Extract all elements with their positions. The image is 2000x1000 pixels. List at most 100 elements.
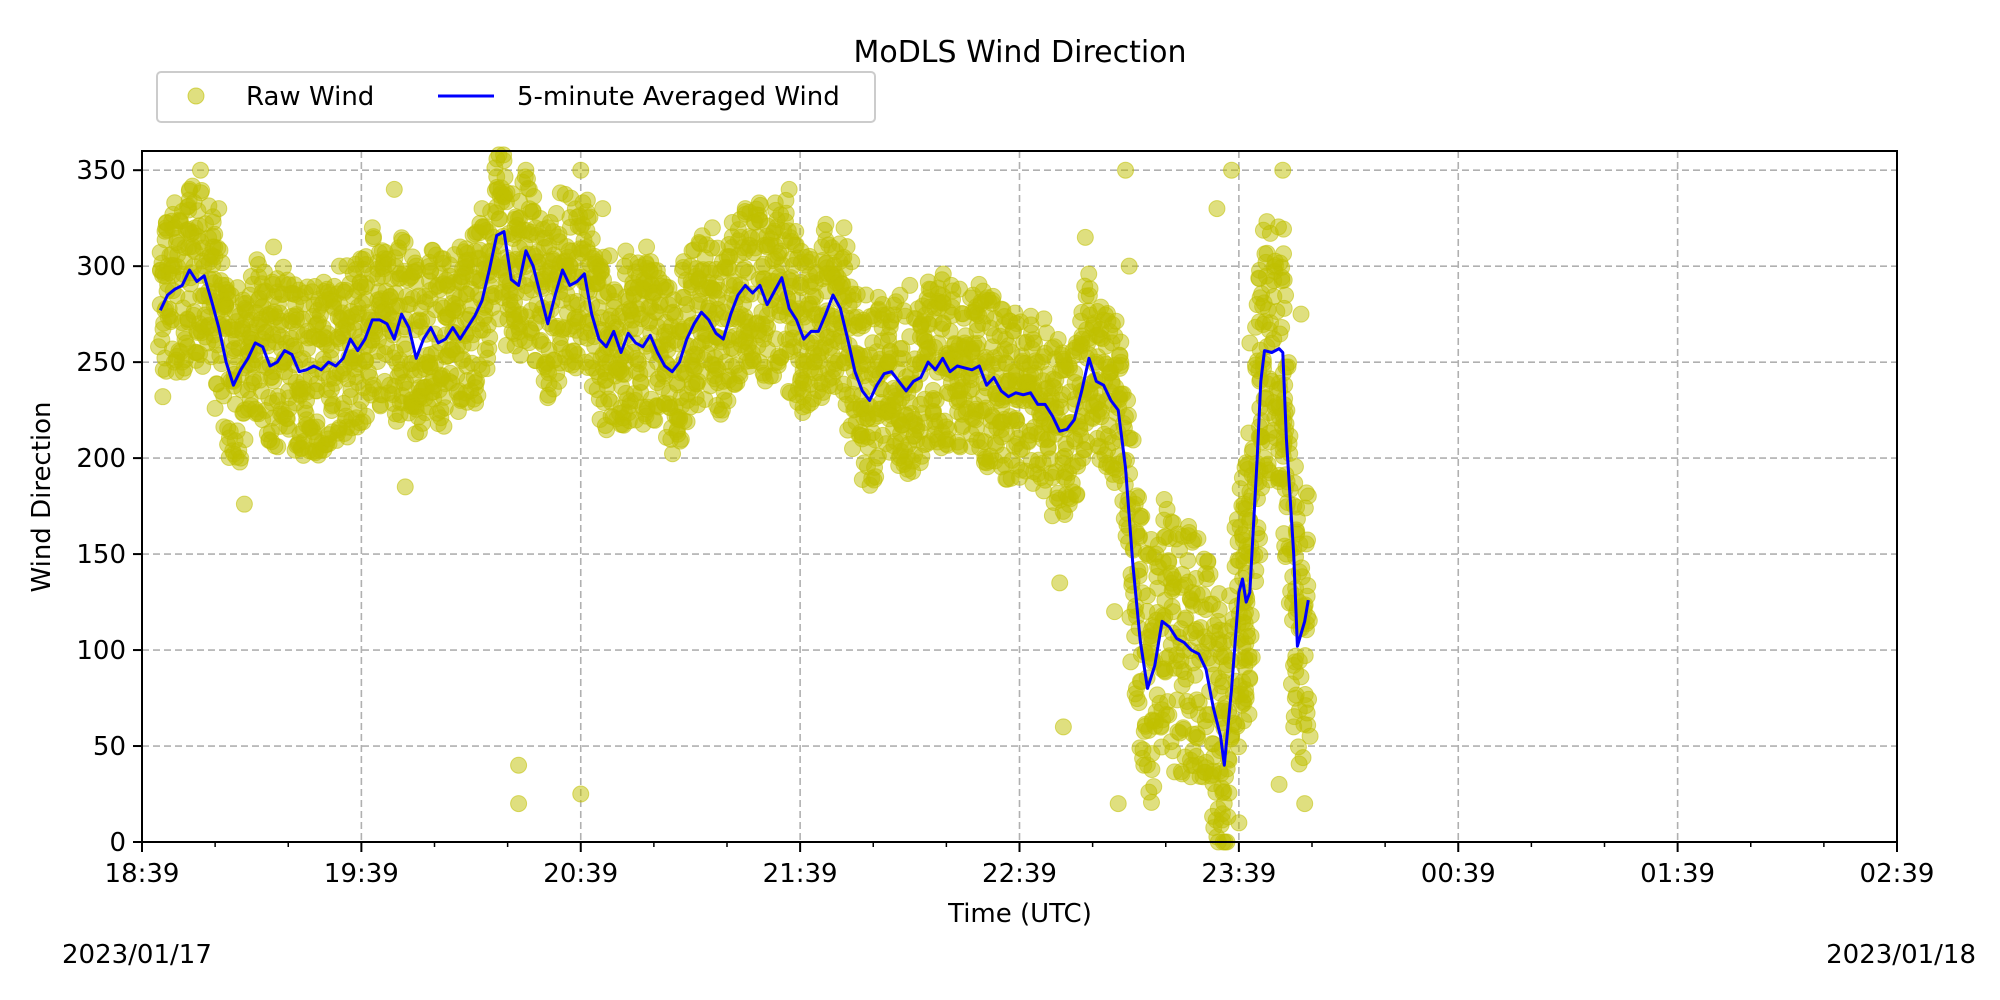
raw-wind-point [451, 238, 469, 256]
raw-wind-point [1142, 793, 1160, 811]
raw-wind-point [1117, 161, 1135, 179]
raw-wind-point [159, 257, 177, 275]
x-tick-label: 19:39 [324, 859, 399, 889]
raw-wind-point [660, 279, 678, 297]
raw-wind-point [1119, 391, 1137, 409]
raw-wind-point [210, 200, 228, 218]
raw-wind-point [1242, 606, 1260, 624]
raw-wind-point [1068, 485, 1086, 503]
y-tick-label: 100 [76, 636, 126, 666]
raw-wind-point [1160, 706, 1178, 724]
raw-wind-point [1197, 718, 1215, 736]
raw-wind-point [1271, 254, 1289, 272]
raw-wind-point [1143, 761, 1161, 779]
raw-wind-point [901, 276, 919, 294]
raw-wind-point [769, 353, 787, 371]
raw-wind-point [330, 257, 348, 275]
raw-wind-point [418, 353, 436, 371]
raw-wind-point [1275, 220, 1293, 238]
raw-wind-point [213, 254, 231, 272]
raw-wind-point [232, 449, 250, 467]
raw-wind-point [495, 152, 513, 170]
raw-wind-point [352, 392, 370, 410]
raw-wind-point [236, 431, 254, 449]
raw-wind-point [703, 219, 721, 237]
legend-raw-marker [187, 87, 205, 105]
raw-wind-point [1237, 686, 1255, 704]
raw-wind-point [751, 196, 769, 214]
y-tick-label: 150 [76, 540, 126, 570]
raw-wind-point [173, 353, 191, 371]
raw-wind-point [780, 180, 798, 198]
raw-wind-point [1240, 705, 1258, 723]
raw-wind-point [199, 334, 217, 352]
raw-wind-point [791, 276, 809, 294]
raw-wind-point [692, 334, 710, 352]
raw-wind-point [481, 328, 499, 346]
raw-wind-point [550, 372, 568, 390]
raw-wind-point [1131, 507, 1149, 525]
raw-wind-point [1208, 200, 1226, 218]
raw-wind-point [396, 340, 414, 358]
raw-wind-point [1142, 622, 1160, 640]
raw-wind-point [407, 257, 425, 275]
raw-wind-point [1274, 161, 1292, 179]
raw-wind-point [491, 210, 509, 228]
raw-wind-point [506, 219, 524, 237]
raw-wind-point [672, 430, 690, 448]
raw-wind-point [265, 238, 283, 256]
raw-wind-point [758, 238, 776, 256]
x-tick-label: 21:39 [763, 859, 838, 889]
legend-avg-label: 5-minute Averaged Wind [517, 82, 840, 112]
raw-wind-point [1035, 310, 1053, 328]
raw-wind-point [357, 407, 375, 425]
raw-wind-point [813, 388, 831, 406]
raw-wind-point [1080, 265, 1098, 283]
raw-wind-point [1292, 668, 1310, 686]
raw-wind-point [1130, 489, 1148, 507]
raw-wind-point [572, 161, 590, 179]
y-tick-label: 50 [93, 732, 126, 762]
raw-wind-point [276, 363, 294, 381]
x-tick-label: 20:39 [543, 859, 618, 889]
raw-wind-point [1273, 272, 1291, 290]
raw-wind-point [1281, 427, 1299, 445]
raw-wind-point [217, 276, 235, 294]
raw-wind-point [363, 219, 381, 237]
raw-wind-point [817, 215, 835, 233]
raw-wind-point [1248, 296, 1266, 314]
raw-wind-point [1107, 312, 1125, 330]
raw-wind-point [1052, 398, 1070, 416]
raw-wind-point [670, 411, 688, 429]
x-tick-label: 23:39 [1201, 859, 1276, 889]
raw-wind-point [843, 253, 861, 271]
raw-wind-point [1130, 694, 1148, 712]
raw-wind-point [473, 200, 491, 218]
raw-wind-point [1230, 814, 1248, 832]
raw-wind-point [736, 200, 754, 218]
raw-wind-point [681, 257, 699, 275]
raw-wind-point [1164, 603, 1182, 621]
raw-wind-point [429, 276, 447, 294]
raw-wind-point [572, 785, 590, 803]
raw-wind-point [254, 411, 272, 429]
raw-wind-point [248, 251, 266, 269]
raw-wind-point [1277, 286, 1295, 304]
raw-wind-point [1124, 431, 1142, 449]
end-date-label: 2023/01/18 [1826, 940, 1976, 970]
raw-wind-point [868, 449, 886, 467]
raw-wind-point [1241, 670, 1259, 688]
raw-wind-point [309, 315, 326, 333]
raw-wind-points [150, 146, 1319, 851]
raw-wind-point [1186, 666, 1204, 684]
raw-wind-point [435, 417, 453, 435]
raw-wind-point [478, 360, 496, 378]
raw-wind-point [835, 219, 853, 237]
raw-wind-point [308, 413, 326, 431]
raw-wind-point [298, 392, 316, 410]
raw-wind-point [385, 180, 403, 198]
legend-raw-label: Raw Wind [246, 82, 374, 112]
raw-wind-point [813, 238, 831, 256]
raw-wind-point [857, 286, 875, 304]
